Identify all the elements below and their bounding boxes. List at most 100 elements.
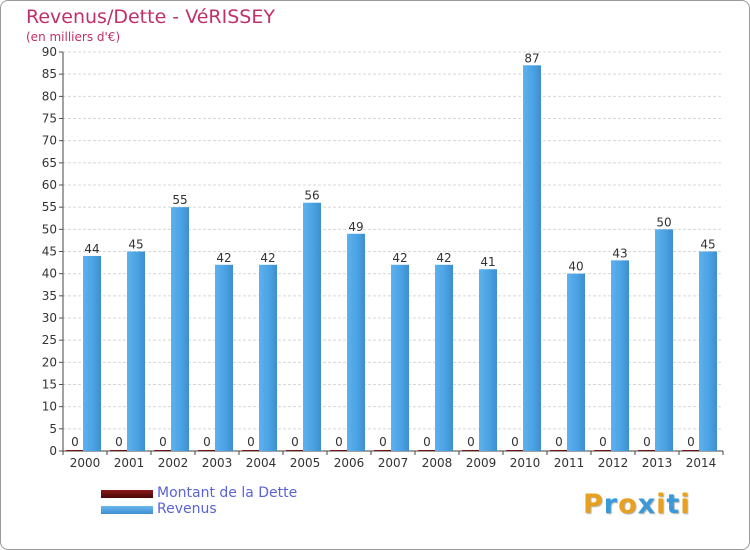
data-label-dette: 0 bbox=[423, 435, 431, 449]
logo-letter: i bbox=[680, 489, 691, 520]
y-tick-label: 45 bbox=[42, 245, 57, 259]
bar-revenus bbox=[83, 255, 101, 451]
data-label-revenus: 55 bbox=[172, 193, 187, 207]
bar-revenus bbox=[215, 264, 233, 451]
data-label-revenus: 50 bbox=[656, 215, 671, 229]
data-label-dette: 0 bbox=[159, 435, 167, 449]
data-label-revenus: 45 bbox=[700, 238, 715, 252]
bar-revenus bbox=[259, 264, 277, 451]
legend-swatch-dette bbox=[101, 490, 153, 498]
x-tick-label: 2000 bbox=[70, 456, 101, 470]
data-label-revenus: 42 bbox=[216, 251, 231, 265]
x-tick-label: 2001 bbox=[114, 456, 145, 470]
bar-dette bbox=[286, 450, 304, 451]
x-tick-label: 2005 bbox=[290, 456, 321, 470]
data-label-revenus: 87 bbox=[524, 51, 539, 65]
data-label-revenus: 40 bbox=[568, 260, 583, 274]
logo-letter: x bbox=[637, 489, 657, 520]
legend-label-dette: Montant de la Dette bbox=[157, 485, 298, 501]
data-label-dette: 0 bbox=[467, 435, 475, 449]
bar-dette bbox=[330, 450, 348, 451]
y-tick-label: 70 bbox=[42, 134, 57, 148]
y-tick-label: 40 bbox=[42, 267, 57, 281]
y-tick-label: 85 bbox=[42, 67, 57, 81]
bar-dette bbox=[506, 450, 524, 451]
bar-revenus bbox=[127, 251, 145, 451]
y-tick-label: 75 bbox=[42, 112, 57, 126]
data-label-revenus: 49 bbox=[348, 220, 363, 234]
x-tick-label: 2013 bbox=[642, 456, 673, 470]
bar-revenus bbox=[567, 273, 585, 451]
data-label-revenus: 42 bbox=[392, 251, 407, 265]
bar-revenus bbox=[479, 269, 497, 451]
data-label-revenus: 44 bbox=[84, 242, 99, 256]
bar-dette bbox=[462, 450, 480, 451]
bar-dette bbox=[242, 450, 260, 451]
y-tick-label: 15 bbox=[42, 378, 57, 392]
legend-swatch-revenus bbox=[101, 506, 153, 514]
bar-dette bbox=[638, 450, 656, 451]
data-label-dette: 0 bbox=[71, 435, 79, 449]
bar-revenus bbox=[699, 251, 717, 451]
data-label-dette: 0 bbox=[291, 435, 299, 449]
bar-dette bbox=[110, 450, 128, 451]
legend-label-revenus: Revenus bbox=[157, 501, 217, 517]
proxiti-logo: Proxiti bbox=[583, 489, 691, 520]
logo-letter: t bbox=[666, 489, 681, 520]
chart-subtitle: (en milliers d'€) bbox=[26, 30, 121, 44]
bar-revenus bbox=[347, 233, 365, 451]
data-label-revenus: 42 bbox=[260, 251, 275, 265]
bar-revenus bbox=[171, 207, 189, 451]
bar-dette bbox=[550, 450, 568, 451]
y-tick-label: 0 bbox=[49, 444, 57, 458]
data-label-dette: 0 bbox=[247, 435, 255, 449]
data-label-dette: 0 bbox=[335, 435, 343, 449]
y-tick-label: 10 bbox=[42, 400, 57, 414]
data-label-dette: 0 bbox=[687, 435, 695, 449]
x-tick-label: 2003 bbox=[202, 456, 233, 470]
bar-revenus bbox=[435, 264, 453, 451]
data-label-dette: 0 bbox=[203, 435, 211, 449]
y-tick-label: 35 bbox=[42, 289, 57, 303]
labels: 0510152025303540455055606570758085900442… bbox=[42, 45, 717, 470]
bar-dette bbox=[374, 450, 392, 451]
bar-revenus bbox=[655, 229, 673, 451]
x-tick-label: 2002 bbox=[158, 456, 189, 470]
bar-dette bbox=[594, 450, 612, 451]
bar-dette bbox=[198, 450, 216, 451]
bar-dette bbox=[418, 450, 436, 451]
logo-letter: r bbox=[603, 489, 619, 520]
logo-letter: o bbox=[618, 489, 638, 520]
x-tick-label: 2012 bbox=[598, 456, 629, 470]
bar-dette bbox=[682, 450, 700, 451]
data-label-dette: 0 bbox=[643, 435, 651, 449]
chart-title: Revenus/Dette - VéRISSEY bbox=[26, 6, 275, 28]
x-tick-label: 2014 bbox=[686, 456, 717, 470]
x-tick-label: 2011 bbox=[554, 456, 585, 470]
bar-revenus bbox=[391, 264, 409, 451]
bar-revenus bbox=[303, 202, 321, 451]
data-label-dette: 0 bbox=[115, 435, 123, 449]
data-label-dette: 0 bbox=[599, 435, 607, 449]
y-tick-label: 5 bbox=[49, 422, 57, 436]
y-tick-label: 55 bbox=[42, 200, 57, 214]
data-label-dette: 0 bbox=[511, 435, 519, 449]
bar-revenus bbox=[611, 260, 629, 451]
y-tick-label: 50 bbox=[42, 222, 57, 236]
bar-revenus bbox=[523, 65, 541, 452]
y-tick-label: 30 bbox=[42, 311, 57, 325]
x-tick-label: 2006 bbox=[334, 456, 365, 470]
y-tick-label: 80 bbox=[42, 89, 57, 103]
data-label-revenus: 43 bbox=[612, 246, 627, 260]
y-tick-label: 25 bbox=[42, 333, 57, 347]
y-tick-label: 90 bbox=[42, 45, 57, 59]
x-tick-label: 2008 bbox=[422, 456, 453, 470]
x-tick-label: 2010 bbox=[510, 456, 541, 470]
data-label-revenus: 42 bbox=[436, 251, 451, 265]
y-tick-label: 20 bbox=[42, 355, 57, 369]
y-tick-label: 60 bbox=[42, 178, 57, 192]
logo-letter: P bbox=[583, 489, 604, 520]
x-tick-label: 2009 bbox=[466, 456, 497, 470]
data-label-dette: 0 bbox=[555, 435, 563, 449]
